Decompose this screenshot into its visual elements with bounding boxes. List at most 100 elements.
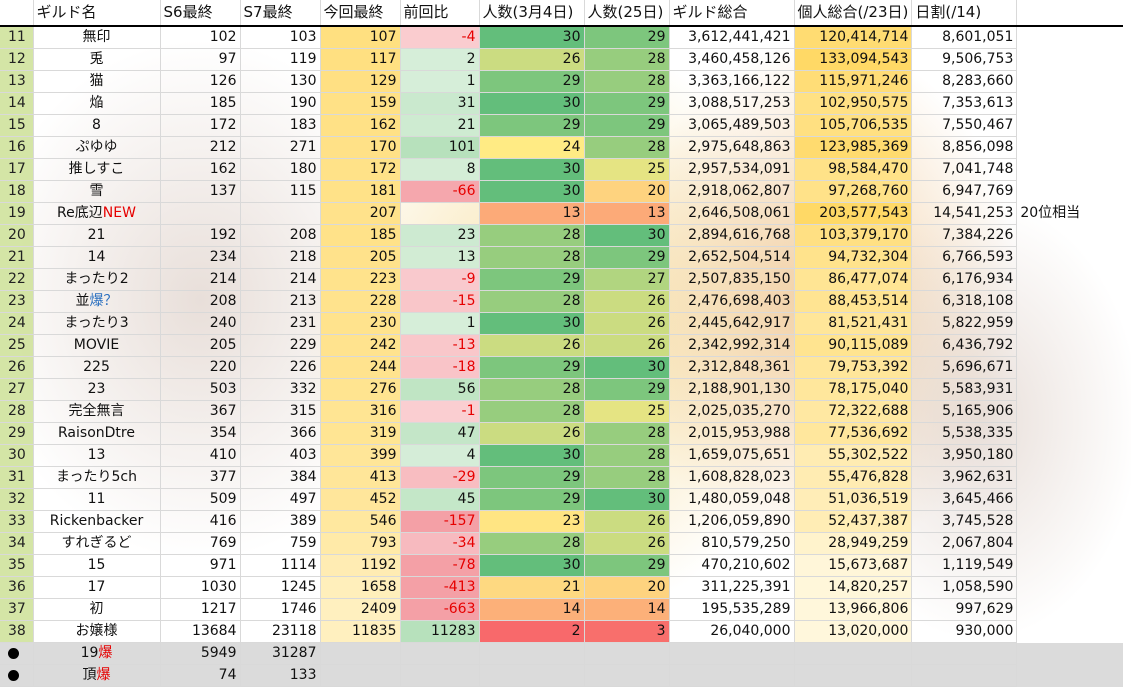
personal-total: 90,115,089 [794, 334, 913, 357]
side-note [1017, 379, 1123, 401]
s6-final: 234 [160, 246, 241, 269]
s7-final: 1245 [240, 576, 321, 599]
guild-total: 311,225,391 [669, 576, 795, 599]
s7-final: 315 [240, 400, 321, 423]
table-row[interactable]: 24 まったり3 240 231 230 1 30 26 2,445,642,917 81,521… [0, 312, 1123, 335]
row-rank: 26 [0, 356, 34, 379]
row-rank: 14 [0, 92, 34, 115]
table-row[interactable]: 25 MOVIE 205 229 242 -13 26 26 2,342,992,314 90,1… [0, 334, 1123, 357]
table-row[interactable]: 16 ぷゆゆ 212 271 170 101 24 28 2,975,648,863 123,98… [0, 136, 1123, 159]
current-final: 1192 [320, 554, 401, 577]
s6-final: 503 [160, 378, 241, 401]
row-rank: 13 [0, 70, 34, 93]
side-note [1017, 357, 1123, 379]
table-row[interactable]: 30 13 410 403 399 4 30 28 1,659,075,651 55,302,52… [0, 444, 1123, 467]
table-row[interactable]: 18 雪 137 115 181 -66 30 20 2,918,062,807 97,268,7… [0, 180, 1123, 203]
members-mar4: 30 [479, 312, 585, 335]
table-row[interactable]: 34 すれぎるど 769 759 793 -34 28 26 810,579,250 28,949… [0, 532, 1123, 555]
guild-name: ぷゆゆ [33, 136, 161, 159]
diff-value: -9 [400, 268, 480, 291]
row-rank: 16 [0, 136, 34, 159]
table-row[interactable]: 38 お嬢様 13684 23118 11835 11283 2 3 26,040,000 13,… [0, 620, 1123, 643]
table-row[interactable]: 11 無印 102 103 107 -4 30 29 3,612,441,421 120,414,… [0, 26, 1123, 49]
side-note [1017, 489, 1123, 511]
diff-value: -34 [400, 532, 480, 555]
table-row[interactable]: 35 15 971 1114 1192 -78 30 29 470,210,602 15,673,… [0, 554, 1123, 577]
current-final: 1658 [320, 576, 401, 599]
table-row[interactable]: 26 225 220 226 244 -18 29 30 2,312,848,361 79,753… [0, 356, 1123, 379]
new-tag: NEW [102, 205, 136, 221]
table-row[interactable]: 29 RaisonDtre 354 366 319 47 26 28 2,015,953,988… [0, 422, 1123, 445]
guild-name: 13 [33, 444, 161, 467]
members-mar4: 29 [479, 114, 585, 137]
s7-final: 190 [240, 92, 321, 115]
personal-total: 14,820,257 [794, 576, 913, 599]
table-row[interactable]: 12 兎 97 119 117 2 26 28 3,460,458,126 133,094,543… [0, 48, 1123, 71]
s6-final: 97 [160, 48, 241, 71]
daily-value: 1,119,549 [911, 554, 1018, 577]
daily-value: 6,318,108 [911, 290, 1018, 313]
table-row[interactable]: 28 完全無言 367 315 316 -1 28 25 2,025,035,270 72,322… [0, 400, 1123, 423]
table-row[interactable]: 19爆 5949 31287 [0, 642, 1123, 665]
header-guild-name: ギルド名 [33, 0, 161, 27]
row-rank: 30 [0, 444, 34, 467]
table-row[interactable]: 20 21 192 208 185 23 28 30 2,894,616,768 103,379,… [0, 224, 1123, 247]
empty-cell [911, 664, 1018, 687]
table-row[interactable]: 27 23 503 332 276 56 28 29 2,188,901,130 78,175,0… [0, 378, 1123, 401]
members-25: 26 [584, 532, 670, 555]
table-row[interactable]: 13 猫 126 130 129 1 29 28 3,363,166,122 115,971,24… [0, 70, 1123, 93]
members-25: 20 [584, 576, 670, 599]
guild-name: まったり3 [33, 312, 161, 335]
members-25: 26 [584, 312, 670, 335]
s6-final: 185 [160, 92, 241, 115]
s6-final: 126 [160, 70, 241, 93]
table-row[interactable]: 19 Re底辺NEW 207 13 13 2,646,508,061 203,577,543… [0, 202, 1123, 225]
members-mar4: 13 [479, 202, 585, 225]
guild-name: 14 [33, 246, 161, 269]
empty-cell [669, 642, 795, 665]
table-row[interactable]: 15 8 172 183 162 21 29 29 3,065,489,503 105,706,5… [0, 114, 1123, 137]
guild-total: 2,188,901,130 [669, 378, 795, 401]
table-row[interactable]: 32 11 509 497 452 45 29 30 1,480,059,048 51,036,5… [0, 488, 1123, 511]
members-mar4: 30 [479, 158, 585, 181]
table-row[interactable]: 22 まったり2 214 214 223 -9 29 27 2,507,835,150 86,47… [0, 268, 1123, 291]
members-25: 14 [584, 598, 670, 621]
guild-total: 2,894,616,768 [669, 224, 795, 247]
side-note [1017, 225, 1123, 247]
s6-final: 509 [160, 488, 241, 511]
members-25: 29 [584, 246, 670, 269]
guild-total: 1,659,075,651 [669, 444, 795, 467]
members-25: 25 [584, 158, 670, 181]
members-mar4: 28 [479, 224, 585, 247]
side-note [1017, 335, 1123, 357]
current-final: 2409 [320, 598, 401, 621]
table-row[interactable]: 33 Rickenbacker 416 389 546 -157 23 26 1,206,059… [0, 510, 1123, 533]
table-row[interactable]: 17 推しすこ 162 180 172 8 30 25 2,957,534,091 98,584,… [0, 158, 1123, 181]
daily-value: 5,583,931 [911, 378, 1018, 401]
diff-value: 45 [400, 488, 480, 511]
guild-name: まったり5ch [33, 466, 161, 489]
table-row[interactable]: 37 初 1217 1746 2409 -663 14 14 195,535,289 13,966… [0, 598, 1123, 621]
members-25: 26 [584, 510, 670, 533]
table-row[interactable]: 23 並爆？ 208 213 228 -15 28 26 2,476,698,403 88,453… [0, 290, 1123, 313]
daily-value: 3,950,180 [911, 444, 1018, 467]
members-mar4: 29 [479, 268, 585, 291]
header-personal-total: 個人総合(/23日) [794, 0, 913, 27]
s7-final: 403 [240, 444, 321, 467]
table-row[interactable]: 31 まったり5ch 377 384 413 -29 29 28 1,608,828,023 55… [0, 466, 1123, 489]
table-row[interactable]: 14 焔 185 190 159 31 30 29 3,088,517,253 102,950,5… [0, 92, 1123, 115]
members-25: 20 [584, 180, 670, 203]
side-note [1017, 423, 1123, 445]
guild-name: 焔 [33, 92, 161, 115]
diff-value: -66 [400, 180, 480, 203]
row-rank: 22 [0, 268, 34, 291]
table-row[interactable]: 36 17 1030 1245 1658 -413 21 20 311,225,391 14,82… [0, 576, 1123, 599]
header-members-mar4: 人数(3月4日) [479, 0, 585, 27]
table-row[interactable]: 21 14 234 218 205 13 28 29 2,652,504,514 94,732,3… [0, 246, 1123, 269]
personal-total: 55,476,828 [794, 466, 913, 489]
empty-cell [479, 642, 585, 665]
guild-total: 810,579,250 [669, 532, 795, 555]
daily-value: 6,176,934 [911, 268, 1018, 291]
table-row[interactable]: 頂爆 74 133 [0, 664, 1123, 687]
s7-final: 31287 [240, 642, 321, 665]
